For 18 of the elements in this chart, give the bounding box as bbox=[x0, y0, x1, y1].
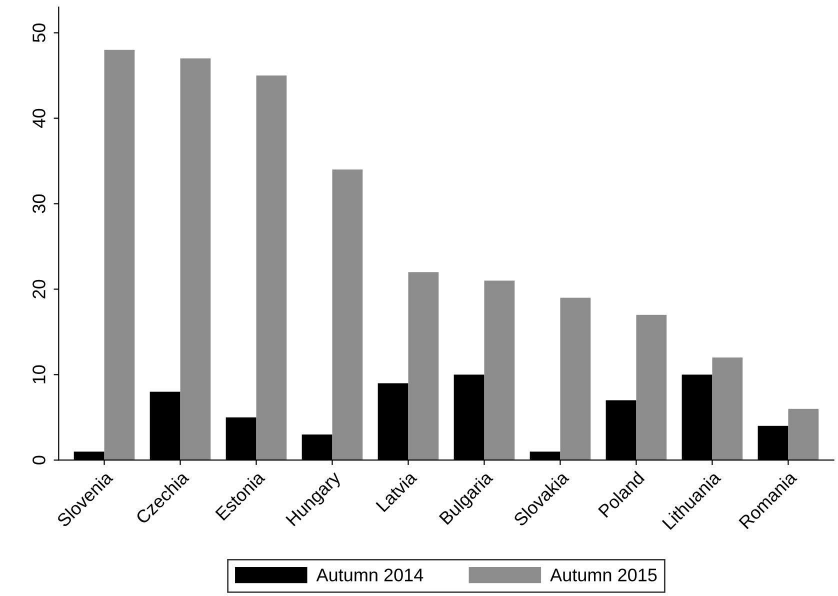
y-tick-label: 40 bbox=[32, 108, 46, 128]
bar bbox=[712, 358, 743, 460]
y-tick-label: 20 bbox=[32, 280, 46, 298]
bar bbox=[636, 314, 667, 460]
legend-label: Autumn 2015 bbox=[550, 568, 657, 582]
bar bbox=[560, 298, 591, 460]
y-tick-label: 10 bbox=[32, 365, 46, 384]
bar bbox=[484, 280, 515, 460]
y-tick-label: 50 bbox=[32, 23, 46, 42]
y-tick-label: 30 bbox=[32, 194, 46, 214]
bar bbox=[332, 170, 363, 460]
bar bbox=[788, 408, 819, 460]
bar bbox=[256, 76, 287, 460]
bar bbox=[408, 272, 439, 460]
bar bbox=[180, 58, 211, 460]
legend-label: Autumn 2014 bbox=[316, 568, 424, 582]
y-tick-label: 0 bbox=[32, 456, 46, 464]
bar bbox=[104, 50, 135, 460]
